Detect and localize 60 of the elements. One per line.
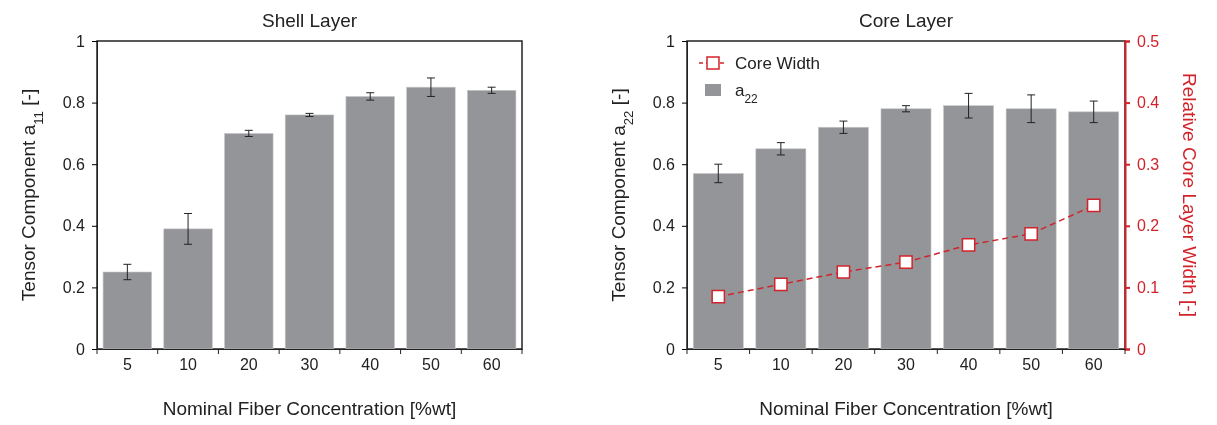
point: [961, 238, 976, 252]
y-tick-label: 0: [666, 340, 676, 358]
y2-tick-label: 0: [1137, 340, 1146, 358]
x-axis-title: Nominal Fiber Concentration [%wt]: [759, 398, 1053, 419]
x-tick-label: 20: [239, 355, 258, 373]
point: [773, 277, 788, 292]
y-tick-label: 1: [666, 32, 676, 50]
bar: [102, 271, 152, 350]
bar: [406, 86, 456, 350]
y-tick-label: 0.8: [62, 94, 86, 112]
y2-tick-label: 0.5: [1137, 32, 1160, 50]
x-tick-label: 30: [897, 355, 915, 373]
bar: [880, 108, 932, 350]
x-tick-label: 50: [422, 355, 440, 373]
y-tick-label: 0.6: [62, 155, 86, 173]
legend-label: Core Width: [735, 54, 821, 73]
x-tick-label: 5: [713, 355, 723, 373]
bar: [818, 126, 869, 350]
x-tick-label: 60: [1084, 355, 1103, 373]
x-tick-label: 20: [834, 355, 853, 373]
bar: [467, 89, 517, 350]
y-tick-label: 0.4: [652, 217, 676, 235]
y2-tick-label: 0.1: [1137, 279, 1160, 297]
y2-axis-title: Relative Core Layer Width [-]: [1179, 73, 1200, 317]
y-tick-label: 0.6: [652, 155, 676, 173]
text: a$_{22}$: [735, 81, 759, 106]
chart-title: Core Layer: [859, 10, 954, 31]
bar: [284, 114, 335, 350]
x-tick-label: 30: [300, 355, 319, 373]
point: [711, 289, 726, 304]
x-tick-label: 5: [122, 355, 132, 373]
point: [899, 255, 913, 270]
bar: [692, 173, 744, 350]
y2-tick-label: 0.4: [1137, 94, 1160, 112]
y-tick-label: 1: [76, 32, 86, 50]
y-tick-label: 0.2: [652, 279, 676, 297]
bar: [943, 105, 994, 350]
bar: [755, 148, 807, 350]
y2-tick-label: 0.3: [1137, 155, 1160, 173]
chart-title: Shell Layer: [261, 10, 358, 31]
x-tick-label: 60: [482, 355, 501, 373]
y-tick-label: 0.2: [62, 279, 86, 297]
x-tick-label: 50: [1022, 355, 1041, 373]
bar: [1005, 108, 1057, 350]
bar: [1068, 111, 1120, 350]
point: [1024, 226, 1039, 241]
y-tick-label: 0.8: [652, 94, 676, 112]
x-tick-label: 10: [179, 355, 198, 373]
bar: [345, 96, 395, 350]
y-tick-label: 0.4: [62, 217, 86, 235]
x-tick-label: 40: [959, 355, 978, 373]
point: [1086, 198, 1101, 213]
bar: [224, 133, 274, 350]
bar: [163, 228, 213, 350]
point: [836, 265, 851, 279]
x-tick-label: 10: [771, 355, 790, 373]
y-tick-label: 0: [76, 340, 86, 358]
x-axis-title: Nominal Fiber Concentration [%wt]: [162, 398, 457, 419]
x-tick-label: 40: [361, 355, 380, 373]
y2-tick-label: 0.2: [1137, 217, 1160, 235]
